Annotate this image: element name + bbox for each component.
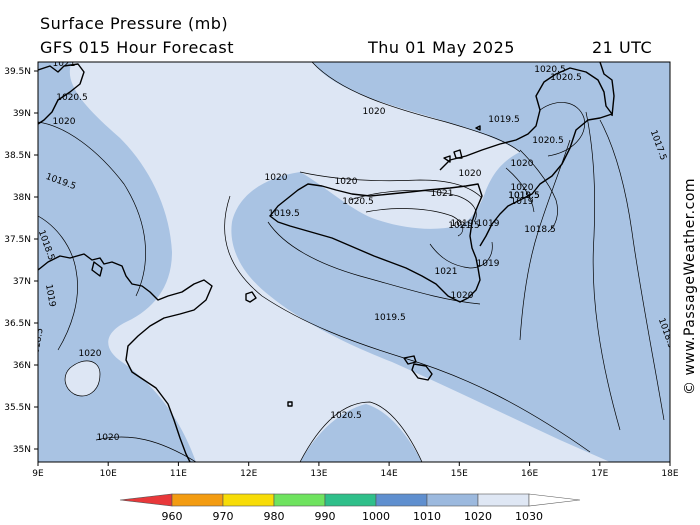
colorbar-min-arrow	[119, 493, 173, 507]
coast-sicily	[269, 183, 483, 303]
lat-label: 39.5N	[4, 67, 31, 77]
colorbar-max-arrow	[528, 493, 581, 507]
isobar-label: 1020	[363, 107, 386, 117]
isobar-label: 1020.5	[532, 136, 564, 146]
isobar-label: 1021	[435, 267, 458, 277]
colorbar-segment	[171, 493, 224, 507]
colorbar-label: 990	[315, 510, 336, 523]
isobar-label: 1019.5	[508, 191, 540, 201]
isobar-label: 1019	[511, 197, 534, 207]
coast-tunisia	[38, 253, 213, 462]
forecast-date: Thu 01 May 2025	[368, 38, 515, 57]
lat-label: 37.5N	[4, 235, 31, 245]
isobar-label: 1020	[335, 177, 358, 187]
credit-text: © www.PassageWeather.com	[682, 178, 698, 395]
colorbar-segment	[222, 493, 275, 507]
isobar-label: 1019.5	[268, 209, 300, 219]
isobars	[38, 62, 665, 462]
colorbar-label: 1000	[362, 510, 390, 523]
colorbar-label: 980	[264, 510, 285, 523]
lat-label: 38N	[13, 193, 31, 203]
colorbar-segment	[273, 493, 326, 507]
isobar-label: 1020	[511, 183, 534, 193]
lon-label: 10E	[100, 469, 117, 479]
lat-label: 35N	[13, 445, 31, 455]
lon-label: 17E	[591, 469, 608, 479]
island-malta-gozo	[403, 355, 417, 365]
lon-label: 13E	[310, 469, 327, 479]
band-south	[300, 404, 422, 462]
isobar-label: 1019.5	[508, 191, 540, 201]
coast-sardinia	[38, 63, 85, 125]
colorbar-label: 960	[162, 510, 183, 523]
longitude-axis: 9E 10E 11E 12E 13E 14E 15E 16E 17E 18E	[32, 462, 679, 479]
forecast-label: GFS 015 Hour Forecast	[40, 38, 235, 57]
island-pantelleria	[245, 291, 257, 303]
lat-label: 37N	[13, 277, 31, 287]
colorbar-segment	[324, 493, 377, 507]
lon-label: 16E	[521, 469, 538, 479]
colorbar-label: 1010	[413, 510, 441, 523]
band-west	[38, 62, 196, 462]
lat-label: 36N	[13, 361, 31, 371]
latitude-axis: 39.5N 39N 38.5N 38N 37.5N 37N 36.5N 36N 35.5N 35N	[4, 67, 38, 455]
isobar-label: 1020.5	[534, 65, 566, 75]
isobar-label: 1019	[43, 284, 57, 309]
colorbar-label: 1020	[464, 510, 492, 523]
lon-label: 9E	[32, 469, 44, 479]
isobar-label: 1020.5	[330, 411, 362, 421]
island-malta	[411, 363, 433, 381]
isobar-label: 1018.5	[30, 327, 45, 360]
isobar-label: 1020	[97, 433, 120, 443]
lon-label: 18E	[661, 469, 678, 479]
lon-label: 12E	[240, 469, 257, 479]
isobar-label: 1020.5	[342, 197, 374, 207]
isobar-label: 1020.5	[56, 93, 88, 103]
island-ustica	[475, 125, 481, 131]
colorbar-label: 970	[213, 510, 234, 523]
isobar-label: 1020	[451, 291, 474, 301]
isobar-label: 1021	[53, 59, 76, 69]
island-aeolian-2	[443, 155, 451, 163]
colorbar-segment	[375, 493, 428, 507]
map-title: Surface Pressure (mb)	[40, 14, 229, 33]
coast-tunisia-cape	[91, 261, 103, 277]
colorbar: 960 970 980 990 1000 1010 1020 1030	[119, 493, 581, 523]
band-northeast	[524, 62, 607, 152]
isobar-label: 1020	[459, 169, 482, 179]
lat-label: 36.5N	[4, 319, 31, 329]
colorbar-label: 1030	[515, 510, 543, 523]
map-frame	[37, 61, 671, 463]
isobar-label: 1019	[477, 259, 500, 269]
isobar-label: 1020	[79, 349, 102, 359]
isobar-label: 1020	[53, 117, 76, 127]
lon-label: 14E	[381, 469, 398, 479]
isobar-label: 1021.5	[448, 221, 480, 231]
lat-label: 35.5N	[4, 403, 31, 413]
lat-label: 39N	[13, 109, 31, 119]
map-area: 10211020.5102010201019.51018.510191019.5…	[30, 59, 670, 462]
coast-calabria	[439, 67, 613, 247]
forecast-time: 21 UTC	[592, 38, 653, 57]
isobar-label: 1019	[451, 219, 474, 229]
isobar-label: 1020	[511, 159, 534, 169]
band-southwest-small	[65, 360, 100, 396]
isobar-label: 1020.5	[550, 73, 582, 83]
lon-label: 15E	[451, 469, 468, 479]
lat-label: 38.5N	[4, 151, 31, 161]
isobar-label: 1021	[431, 189, 454, 199]
coastlines	[38, 62, 615, 462]
island-aeolian-1	[453, 149, 463, 159]
isobar-label: 1018.5	[524, 225, 556, 235]
isobar-label: 1019.5	[374, 313, 406, 323]
coast-italy-east	[599, 62, 615, 117]
isobar-label: 1019	[477, 219, 500, 229]
isobar-label: 1019.5	[488, 115, 520, 125]
island-lampedusa	[287, 401, 293, 407]
colorbar-segment	[426, 493, 479, 507]
lon-label: 11E	[170, 469, 187, 479]
isobar-label: 1020	[265, 173, 288, 183]
colorbar-segment	[477, 493, 530, 507]
